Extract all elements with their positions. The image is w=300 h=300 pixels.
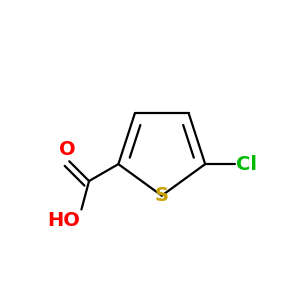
Text: HO: HO: [47, 211, 80, 230]
Text: S: S: [155, 186, 169, 205]
Text: Cl: Cl: [236, 154, 257, 174]
Text: O: O: [59, 140, 76, 159]
